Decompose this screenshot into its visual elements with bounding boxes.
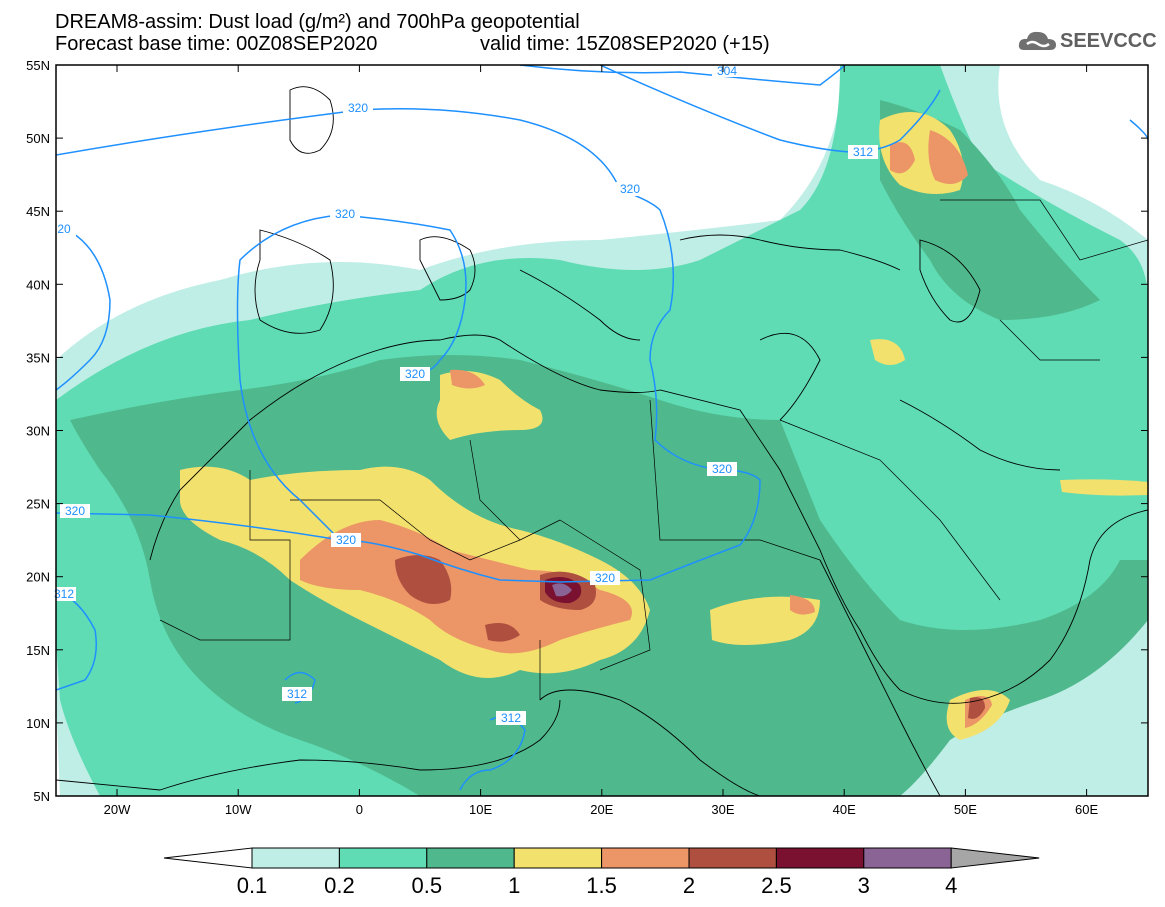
lon-label: 20E [590, 802, 613, 817]
colorbar-cell [251, 847, 340, 869]
dust-level-1 [436, 371, 543, 440]
logo-text: SEEVCCC [1060, 30, 1157, 52]
map-title: DREAM8-assim: Dust load (g/m²) and 700hP… [55, 11, 580, 33]
lon-label: 10E [469, 802, 492, 817]
contour-label: 320 [331, 533, 361, 547]
lat-label: 20N [26, 570, 50, 585]
svg-text:312: 312 [54, 587, 74, 601]
contour-label: 312 [848, 145, 878, 159]
contour-label: 320 [60, 504, 90, 518]
dust-level-3 [552, 583, 572, 597]
dust-level-1 [870, 339, 905, 365]
contour-label: 320 [400, 367, 430, 381]
lat-label: 35N [26, 350, 50, 365]
colorbar-cell [863, 847, 952, 869]
contour-label: 312 [282, 687, 312, 701]
contour-label: 320 [707, 462, 737, 476]
svg-text:320: 320 [620, 182, 640, 196]
colorbar-level-label: 0.2 [324, 873, 355, 898]
lat-label: 5N [33, 789, 50, 804]
svg-text:320: 320 [65, 504, 85, 518]
svg-text:320: 320 [336, 533, 356, 547]
dust-level-0.5 [70, 100, 1148, 796]
colorbar-level-label: 1 [508, 873, 521, 898]
colorbar-cell [775, 847, 865, 869]
dust-level-2 [395, 555, 452, 604]
colorbar-level-label: 4 [945, 873, 958, 898]
colorbar-under-arrow [163, 847, 253, 869]
contour-label: 312 [496, 711, 526, 725]
colorbar-level-label: 2.5 [761, 873, 792, 898]
contour-label: 320 [615, 182, 645, 196]
lat-label: 30N [26, 424, 50, 439]
dust-level-1.5 [928, 130, 968, 184]
country-borders [159, 199, 1148, 700]
colorbar-over-arrow [950, 847, 1040, 869]
valid-time: valid time: 15Z08SEP2020 (+15) [480, 33, 770, 55]
colorbar-level-label: 0.5 [411, 873, 443, 898]
lon-label: 50E [954, 802, 977, 817]
contour-labels: 320 320 320 320 320 320 320 320 312 312 … [54, 64, 878, 725]
contour-label: 20 [56, 222, 76, 236]
dust-field [56, 65, 1148, 796]
colorbar-cell [688, 847, 777, 869]
colorbar-level-label: 0.1 [236, 873, 268, 898]
colorbar-cell [338, 847, 428, 869]
svg-text:320: 320 [712, 462, 732, 476]
lon-label: 40E [833, 802, 856, 817]
forecast-base-time: Forecast base time: 00Z08SEP2020 [55, 33, 378, 55]
lat-label: 25N [26, 497, 50, 512]
lon-label: 20W [104, 802, 131, 817]
lon-label: 60E [1075, 802, 1098, 817]
svg-text:320: 320 [335, 207, 355, 221]
seevccc-logo: SEEVCCC [1018, 26, 1157, 56]
contour-label: 320 [590, 571, 620, 585]
dust-level-2 [485, 622, 520, 642]
svg-text:312: 312 [287, 687, 307, 701]
svg-text:20: 20 [57, 222, 71, 236]
contour-label: 312 [54, 587, 76, 601]
lon-label: 30E [711, 802, 734, 817]
svg-text:304: 304 [717, 64, 737, 78]
svg-text:312: 312 [853, 145, 873, 159]
lat-label: 40N [26, 277, 50, 292]
lat-label: 45N [26, 204, 50, 219]
colorbar-cell [513, 847, 603, 869]
lat-label: 15N [26, 643, 50, 658]
lat-label: 55N [26, 58, 50, 73]
dust-level-1 [1060, 479, 1148, 496]
lon-label: 10W [225, 802, 252, 817]
svg-text:320: 320 [595, 571, 615, 585]
coastlines [56, 86, 1148, 796]
dust-level-1.5 [890, 142, 915, 174]
svg-text:320: 320 [348, 101, 368, 115]
cloud-icon [1018, 31, 1056, 50]
dust-level-1.5 [450, 369, 485, 389]
contour-label: 304 [712, 64, 742, 78]
contour-label: 320 [330, 207, 360, 221]
dust-level-2 [968, 697, 985, 719]
geopotential-contours [56, 65, 1148, 791]
lat-label: 10N [26, 716, 50, 731]
latitude-axis: 55N 50N 45N 40N 35N 30N 25N 20N 15N 10N 5N [26, 58, 1148, 804]
colorbar-level-label: 3 [857, 873, 870, 898]
svg-text:320: 320 [405, 367, 425, 381]
longitude-axis: 20W 10W 0 10E 20E 30E 40E 50E 60E [104, 65, 1098, 817]
dust-level-1.5 [790, 595, 815, 615]
lat-label: 50N [26, 131, 50, 146]
colorbar-level-label: 1.5 [586, 873, 617, 898]
dust-level-1.5 [300, 520, 632, 654]
svg-text:312: 312 [501, 711, 521, 725]
lon-label: 0 [356, 802, 363, 817]
colorbar-level-label: 2 [682, 873, 696, 898]
colorbar-cell [601, 847, 690, 869]
colorbar-cell [426, 847, 515, 869]
contour-label: 320 [343, 101, 373, 115]
